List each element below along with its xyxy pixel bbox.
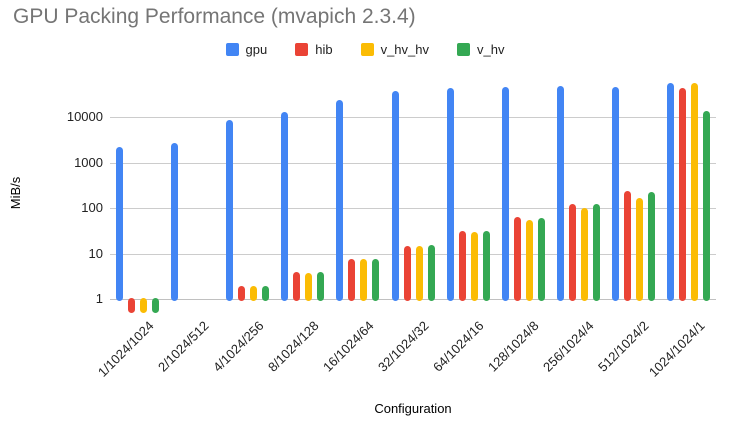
x-tick-label: 1/1024/1024 [94, 318, 157, 380]
y-tick-label: 1000 [74, 154, 103, 170]
bar-v_hv_hv[interactable] [580, 208, 588, 301]
bar-hib[interactable] [458, 231, 466, 301]
bar-v_hv_hv[interactable] [140, 298, 147, 313]
x-tick-label: 1024/1024/1 [645, 318, 708, 380]
legend-item-gpu[interactable]: gpu [225, 42, 268, 57]
legend-label: v_hv_hv [380, 42, 429, 57]
gridline [110, 253, 716, 255]
bar-v_hv_hv[interactable] [305, 272, 313, 301]
x-tick-label: 8/1024/128 [264, 318, 322, 375]
legend-item-hib[interactable]: hib [295, 42, 333, 57]
bar-gpu[interactable] [446, 87, 454, 301]
bar-v_hv[interactable] [152, 298, 159, 313]
x-tick-label: 4/1024/256 [209, 318, 267, 375]
y-tick-label: 10000 [66, 109, 103, 124]
gridline [110, 162, 716, 164]
bar-v_hv_hv[interactable] [525, 219, 533, 301]
bar-gpu[interactable] [116, 146, 123, 301]
legend-label: gpu [245, 42, 268, 57]
bar-hib[interactable] [238, 286, 246, 301]
legend-swatch-icon [360, 43, 374, 56]
bar-v_hv_hv[interactable] [635, 197, 643, 301]
x-tick-label: 32/1024/32 [374, 318, 432, 375]
bar-gpu[interactable] [556, 86, 564, 301]
bar-gpu[interactable] [611, 86, 619, 301]
legend-label: hib [315, 42, 333, 57]
bar-v_hv[interactable] [537, 218, 545, 301]
x-tick-label: 16/1024/64 [319, 318, 377, 375]
bar-v_hv_hv[interactable] [691, 83, 698, 301]
x-tick-label: 512/1024/2 [595, 318, 652, 375]
bar-gpu[interactable] [281, 111, 289, 301]
bar-v_hv[interactable] [482, 230, 490, 301]
x-tick-label: 256/1024/4 [540, 318, 597, 375]
legend-label: v_hv [477, 42, 505, 57]
bar-v_hv_hv[interactable] [470, 231, 478, 301]
bar-hib[interactable] [623, 190, 631, 301]
bar-hib[interactable] [128, 298, 135, 313]
bar-hib[interactable] [293, 272, 301, 301]
bar-hib[interactable] [348, 259, 356, 301]
y-tick-label: 10 [88, 245, 103, 261]
legend-swatch-icon [457, 43, 470, 56]
bar-v_hv[interactable] [703, 111, 710, 301]
bar-gpu[interactable] [391, 91, 399, 301]
bar-v_hv_hv[interactable] [250, 286, 258, 301]
bar-v_hv[interactable] [372, 258, 380, 301]
bar-gpu[interactable] [501, 86, 509, 301]
x-tick-label: 2/1024/512 [154, 318, 212, 375]
y-axis-title: MiB/s [8, 176, 23, 210]
bar-gpu[interactable] [336, 99, 344, 301]
bar-v_hv_hv[interactable] [415, 246, 423, 301]
legend: gpu hib v_hv_hv v_hv [0, 42, 730, 57]
bar-gpu[interactable] [171, 142, 179, 301]
bar-hib[interactable] [513, 217, 521, 301]
x-tick-label: 64/1024/16 [430, 318, 487, 375]
bar-hib[interactable] [679, 87, 686, 301]
bar-hib[interactable] [568, 203, 576, 301]
bar-v_hv[interactable] [592, 203, 600, 301]
legend-swatch-icon [225, 43, 239, 56]
gridline [110, 208, 716, 209]
y-tick-label: 1 [95, 291, 103, 306]
bar-v_hv_hv[interactable] [360, 259, 368, 301]
bar-v_hv[interactable] [647, 191, 655, 301]
bar-v_hv[interactable] [427, 244, 435, 301]
gridline [110, 299, 716, 300]
bar-gpu[interactable] [667, 83, 674, 301]
y-tick-label: 100 [81, 200, 103, 215]
x-tick-label: 128/1024/8 [485, 318, 542, 375]
x-axis-title: Configuration [374, 401, 452, 416]
gridline [110, 117, 716, 118]
bar-v_hv[interactable] [317, 272, 325, 301]
chart-title: GPU Packing Performance (mvapich 2.3.4) [13, 5, 416, 28]
bar-gpu[interactable] [226, 120, 234, 301]
legend-swatch-icon [295, 43, 309, 56]
legend-item-v_hv[interactable]: v_hv [457, 42, 504, 57]
legend-item-v_hv_hv[interactable]: v_hv_hv [360, 42, 429, 57]
bar-hib[interactable] [403, 245, 411, 301]
bar-v_hv[interactable] [262, 286, 270, 301]
